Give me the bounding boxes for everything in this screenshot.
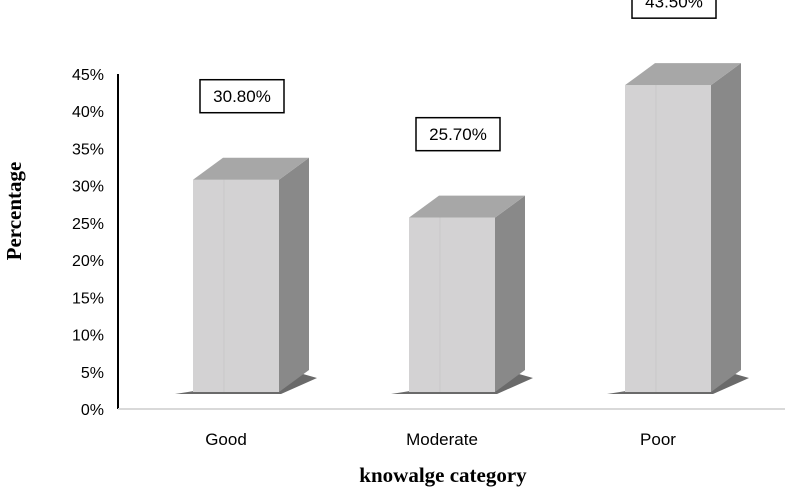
bar-side-face [279,157,309,392]
y-axis-title: Percentage [2,162,26,261]
data-label-box [631,0,717,19]
y-tick-label: 20% [72,253,104,270]
data-label-text: 25.70% [429,125,487,144]
x-axis-title: knowalge category [359,463,527,487]
y-tick-label: 30% [72,179,104,196]
data-label-box [199,78,285,114]
y-tick-label: 0% [81,402,104,419]
data-label: 25.70% [415,116,501,152]
y-tick-label: 15% [72,290,104,307]
data-label: 43.50% [631,0,717,19]
bar-top-face [193,157,309,180]
category-label: Good [205,430,247,449]
category-labels: Good Moderate Poor [205,430,676,449]
y-tick-label: 25% [72,216,104,233]
data-label-box [415,116,501,152]
y-tick-label: 45% [72,67,104,84]
bar-side-face [711,63,741,393]
bars [193,63,741,393]
category-label: Poor [640,430,676,449]
bar-good [193,157,309,392]
data-label-text: 30.80% [213,87,271,106]
bar-front-face [625,85,711,393]
bar-poor [625,63,741,393]
bar-moderate [409,195,525,392]
category-label: Moderate [406,430,478,449]
y-tick-label: 10% [72,328,104,345]
data-labels: 30.80% 25.70% 43.50% [199,0,717,152]
bar-front-face [409,217,495,392]
y-tick-labels: 0% 5% 10% 15% 20% 25% 30% 35% 40% 45% [72,67,104,419]
y-tick-label: 5% [81,365,104,382]
data-label-text: 43.50% [645,0,703,12]
bar-side-face [495,195,525,392]
y-tick-label: 35% [72,141,104,158]
bar-top-face [625,63,741,86]
y-tick-label: 40% [72,104,104,121]
bar-top-face [409,195,525,218]
data-label: 30.80% [199,78,285,114]
bar-front-face [193,179,279,392]
